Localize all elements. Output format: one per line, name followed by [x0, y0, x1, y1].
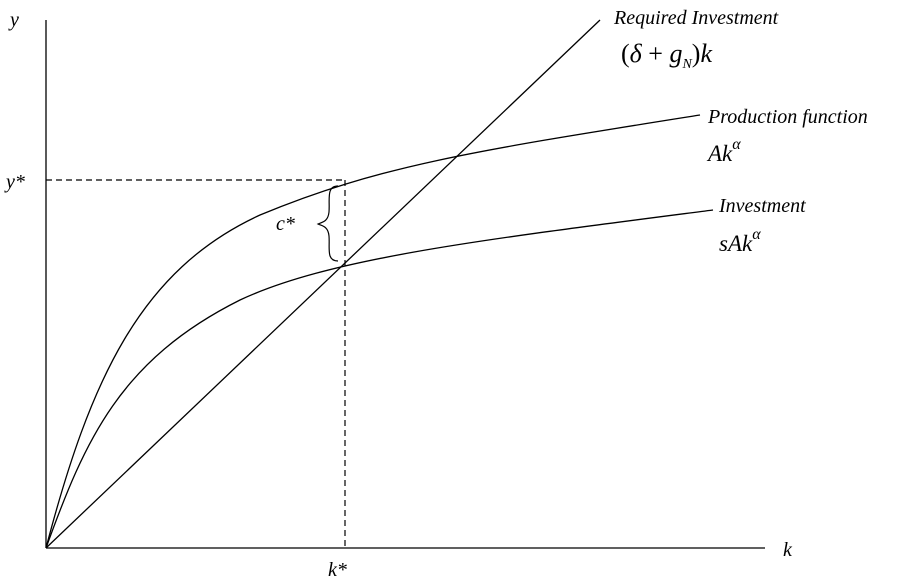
investment-label: Investment: [718, 195, 806, 217]
production-function-curve: [45, 114, 701, 549]
y-star-tick-label: y*: [4, 171, 25, 193]
production-function-formula: Akα: [706, 136, 741, 166]
required-investment-line: [45, 19, 601, 549]
k-star-tick-label: k*: [328, 559, 347, 581]
consumption-brace: [316, 185, 339, 262]
required-investment-formula: (δ + gN)k: [621, 39, 712, 72]
required-investment-label: Required Investment: [613, 7, 779, 29]
consumption-label: c*: [276, 213, 295, 235]
production-function-label: Production function: [707, 106, 868, 128]
investment-formula: sAkα: [719, 226, 761, 256]
x-axis-label: k: [783, 539, 793, 561]
y-axis-label: y: [8, 9, 19, 31]
investment-curve: [45, 209, 714, 549]
